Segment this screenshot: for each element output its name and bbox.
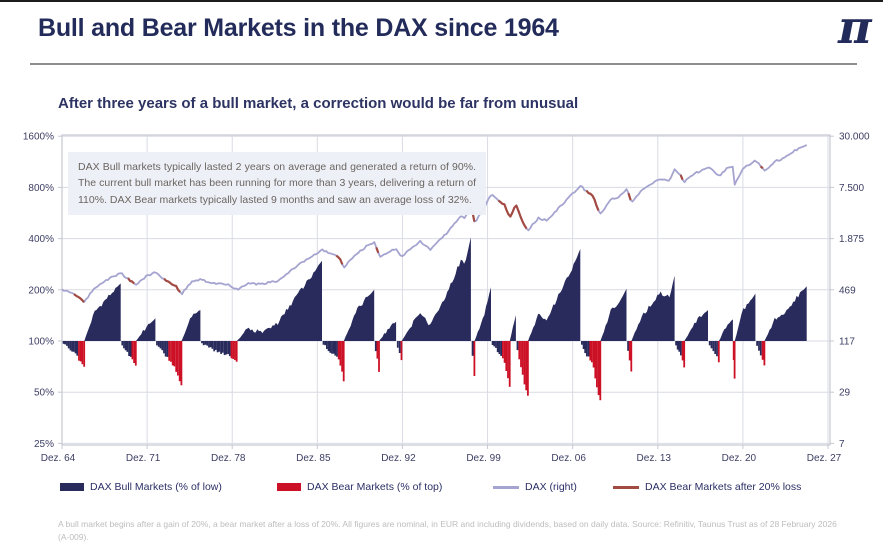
legend-label: DAX Bull Markets (% of low)	[90, 481, 222, 493]
svg-text:7.500: 7.500	[839, 183, 864, 194]
footnote: A bull market begins after a gain of 20%…	[58, 519, 837, 543]
svg-text:1.875: 1.875	[839, 234, 864, 245]
svg-text:469: 469	[839, 285, 856, 296]
bull-area-swatch-icon	[60, 483, 84, 491]
legend-item-bull-markets: DAX Bull Markets (% of low)	[60, 481, 222, 493]
page-title: Bull and Bear Markets in the DAX since 1…	[38, 14, 559, 42]
legend-label: DAX Bear Markets after 20% loss	[645, 481, 802, 493]
svg-text:100%: 100%	[28, 337, 54, 348]
svg-text:200%: 200%	[28, 285, 54, 296]
svg-text:117: 117	[839, 337, 855, 348]
svg-text:Dez. 27: Dez. 27	[807, 453, 842, 464]
svg-text:Dez. 71: Dez. 71	[126, 453, 161, 464]
svg-text:Dez. 85: Dez. 85	[296, 453, 331, 464]
header-divider	[30, 63, 857, 65]
dax-chart-canvas: 1600% 30.000 800% 7.500 400% 1.875 200% 469 100%…	[23, 132, 870, 464]
svg-text:Dez. 20: Dez. 20	[722, 453, 757, 464]
dax-line-swatch-icon	[493, 485, 519, 489]
svg-text:30.000: 30.000	[839, 132, 870, 143]
legend-item-dax-bear-line: DAX Bear Markets after 20% loss	[613, 481, 801, 493]
svg-text:Dez. 13: Dez. 13	[637, 453, 672, 464]
svg-text:7: 7	[839, 439, 845, 450]
svg-text:50%: 50%	[34, 388, 54, 399]
dax-bear-line-swatch-icon	[613, 485, 639, 489]
svg-text:Dez. 99: Dez. 99	[466, 453, 501, 464]
svg-text:Dez. 64: Dez. 64	[41, 453, 76, 464]
legend-label: DAX (right)	[525, 481, 577, 493]
svg-text:Dez. 06: Dez. 06	[551, 453, 586, 464]
legend-item-bear-markets: DAX Bear Markets (% of top)	[277, 481, 442, 493]
svg-text:29: 29	[839, 388, 851, 399]
chart-legend: DAX Bull Markets (% of low) DAX Bear Mar…	[0, 481, 883, 499]
chart-subtitle: After three years of a bull market, a co…	[58, 95, 579, 112]
svg-text:Dez. 78: Dez. 78	[211, 453, 246, 464]
svg-text:Dez. 92: Dez. 92	[381, 453, 416, 464]
annotation-box: DAX Bull markets typically lasted 2 year…	[68, 152, 486, 215]
chart-container: DAX Bull markets typically lasted 2 year…	[0, 127, 883, 479]
svg-text:400%: 400%	[28, 234, 54, 245]
svg-text:800%: 800%	[28, 183, 54, 194]
bear-area-swatch-icon	[277, 483, 301, 491]
svg-text:1600%: 1600%	[23, 132, 54, 143]
legend-label: DAX Bear Markets (% of top)	[307, 481, 443, 493]
pi-logo-icon: π	[838, 0, 872, 54]
svg-text:25%: 25%	[34, 439, 54, 450]
legend-item-dax-line: DAX (right)	[493, 481, 577, 493]
